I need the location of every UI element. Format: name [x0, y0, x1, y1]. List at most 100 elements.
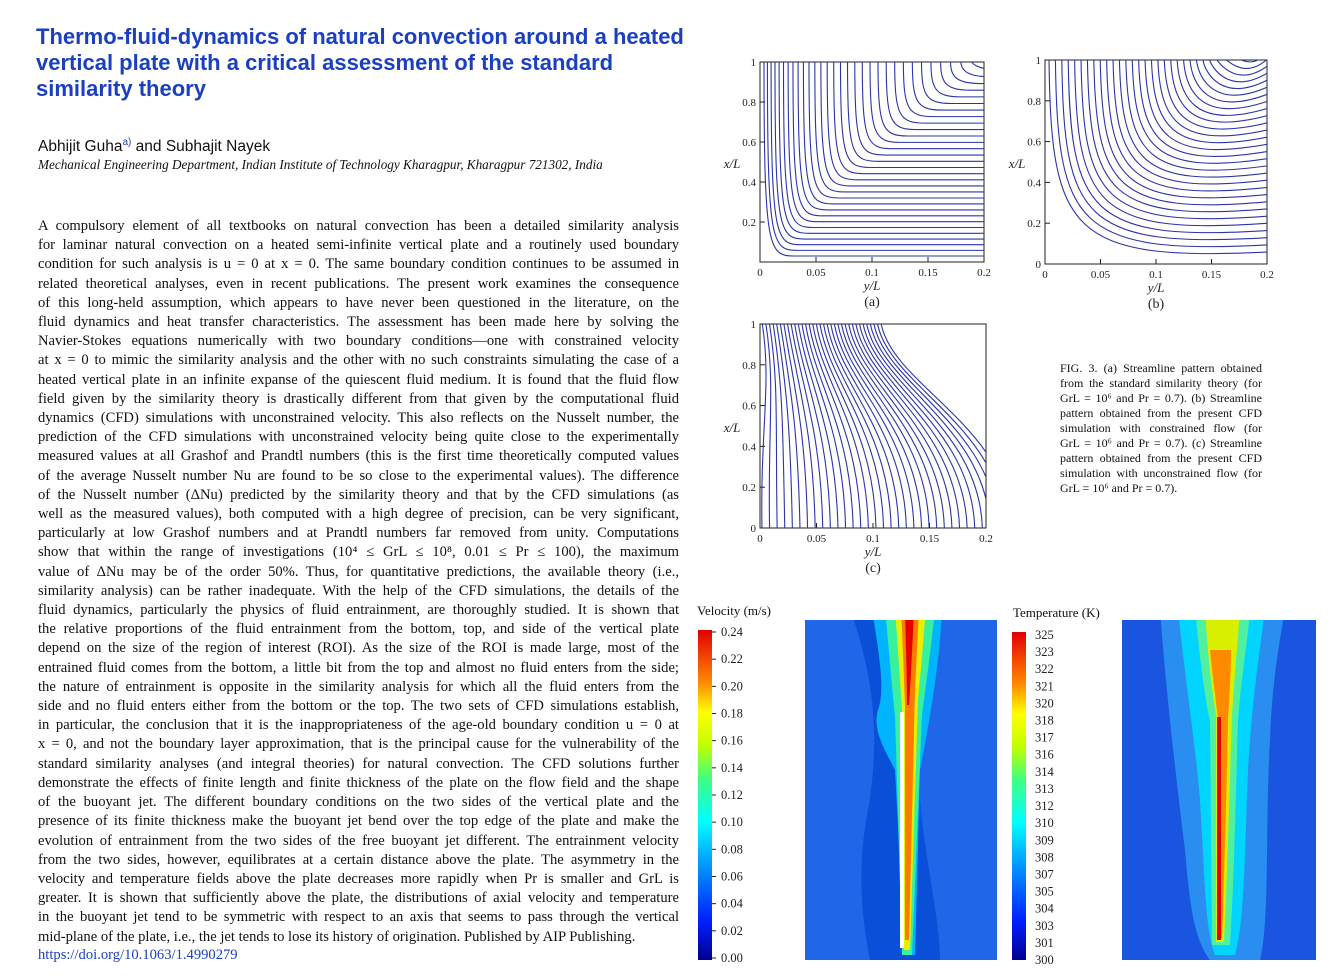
streamline — [1138, 60, 1267, 157]
streamline — [1202, 60, 1267, 89]
streamline — [1247, 52, 1269, 58]
abstract-line: of the buoyant jet. The different bounda… — [38, 794, 679, 811]
panel-label: (b) — [1148, 297, 1165, 312]
velocity-tick-label: 0.20 — [721, 679, 743, 693]
streamline — [812, 324, 869, 528]
title-line: vertical plate with a critical assessmen… — [36, 50, 614, 75]
velocity-tick-label: 0.10 — [721, 815, 743, 829]
abstract-line: condition for such analysis is u = 0 at … — [38, 256, 679, 273]
x-tick-label: 0 — [1042, 269, 1048, 281]
abstract-line: well as the measured values), both compu… — [38, 506, 679, 523]
streamline — [768, 324, 778, 528]
streamline — [790, 324, 824, 528]
y-axis-label: x/L — [723, 156, 741, 171]
streamline — [1054, 60, 1267, 248]
streamline — [802, 62, 984, 205]
streamline — [826, 62, 984, 181]
abstract-line: at x = 0 to mimic the similarity analysi… — [38, 352, 679, 369]
streamline — [815, 324, 877, 528]
streamline — [765, 324, 772, 528]
abstract-line: related theoretical analyses, even in re… — [38, 275, 679, 292]
x-tick-label: 0 — [757, 267, 763, 279]
y-tick-label: 0.8 — [1027, 96, 1041, 108]
y-tick-label: 0.8 — [742, 97, 756, 109]
temperature-colorbar-ticks: 325 323 322 321 320 318 317 316 314 313 312 310 309 3… — [1035, 628, 1055, 967]
x-axis-label: y/L — [862, 278, 881, 293]
abstract-line: side and no fluid enters either from the… — [38, 698, 679, 715]
y-tick-label: 0.4 — [742, 441, 756, 453]
temperature-tick-label: 303 — [1035, 919, 1054, 933]
streamline — [794, 324, 831, 528]
y-axis-label: x/L — [1008, 156, 1026, 171]
x-tick-label: 0.15 — [918, 267, 938, 279]
title-line: Thermo-fluid-dynamics of natural convect… — [36, 24, 684, 49]
x-tick-label: 0 — [757, 533, 763, 545]
authors: Abhijit Guhaa) and Subhajit Nayek — [38, 137, 270, 156]
y-tick-label: 0.4 — [742, 177, 756, 189]
streamline — [877, 62, 984, 137]
streamline — [1241, 52, 1269, 58]
streamline — [782, 62, 984, 229]
abstract-line: x = 0, and not the boundary layer approx… — [38, 736, 679, 753]
abstract-line: show that within the range of investigat… — [38, 544, 679, 561]
streamline — [1125, 60, 1267, 171]
abstract-line: similarity analysis) can be rather inade… — [38, 582, 679, 599]
x-tick-label: 0.15 — [1202, 269, 1222, 281]
temperature-tick-label: 314 — [1035, 765, 1055, 779]
author-footnote-marker[interactable]: a) — [122, 137, 132, 148]
abstract-line: fluid dynamics, particularly the physics… — [38, 602, 679, 619]
velocity-colorbar-title: Velocity (m/s) — [697, 603, 772, 618]
temperature-tick-label: 323 — [1035, 645, 1054, 659]
streamline — [1106, 60, 1267, 192]
streamline — [801, 324, 847, 528]
y-tick-label: 1 — [1036, 55, 1042, 67]
temperature-tick-label: 313 — [1035, 782, 1054, 796]
streamline — [1112, 60, 1267, 185]
abstract-line: of this long-held assumption, which appe… — [38, 294, 679, 311]
streamline — [877, 324, 986, 465]
streamline — [774, 62, 984, 240]
streamline — [930, 62, 984, 98]
streamline — [778, 62, 984, 234]
streamline-panel-b: 0 0.05 0.1 0.15 0.2 0 0.2 0.4 0.6 0.8 1 x/L y/L (b) — [1008, 52, 1274, 312]
velocity-tick-label: 0.14 — [721, 761, 744, 775]
streamline — [960, 62, 984, 78]
temperature-tick-label: 300 — [1035, 953, 1054, 967]
abstract-line: field given by the similarity theory is … — [38, 390, 679, 407]
abstract-line: velocity and temperature fields above th… — [38, 870, 679, 887]
abstract-line: depend on the size of the region of inte… — [38, 640, 679, 657]
velocity-tick-label: 0.18 — [721, 707, 743, 721]
streamline — [950, 62, 984, 85]
streamline — [1209, 60, 1267, 83]
streamline — [766, 62, 984, 251]
streamline — [902, 62, 984, 118]
streamline — [1163, 60, 1267, 130]
streamline — [837, 324, 923, 528]
temperature-colorbar-title: Temperature (K) — [1013, 605, 1100, 620]
paper-title: Thermo-fluid-dynamics of natural convect… — [36, 24, 716, 102]
streamline — [1195, 60, 1267, 96]
x-tick-label: 0.15 — [920, 533, 940, 545]
streamline — [792, 62, 984, 217]
streamlines — [1048, 52, 1269, 255]
streamline — [819, 324, 885, 528]
abstract-line: dynamics (CFD) simulations with unconstr… — [38, 410, 679, 427]
temperature-tick-label: 305 — [1035, 885, 1054, 899]
streamline — [763, 62, 984, 257]
temperature-tick-label: 317 — [1035, 731, 1054, 745]
streamline — [1086, 60, 1267, 213]
streamline — [1131, 60, 1267, 164]
streamline — [841, 324, 930, 528]
streamline — [894, 62, 984, 124]
streamline — [982, 58, 1012, 63]
streamline — [805, 324, 854, 528]
streamline — [869, 62, 984, 143]
x-axis-label: y/L — [1146, 280, 1165, 295]
panel-label: (c) — [865, 561, 881, 576]
doi-link[interactable]: https://doi.org/10.1063/1.4990279 — [38, 947, 238, 963]
temperature-tick-label: 309 — [1035, 833, 1054, 847]
temperature-tick-label: 301 — [1035, 936, 1054, 950]
velocity-tick-label: 0.00 — [721, 951, 743, 965]
streamline — [826, 324, 900, 528]
velocity-tick-label: 0.22 — [721, 652, 743, 666]
